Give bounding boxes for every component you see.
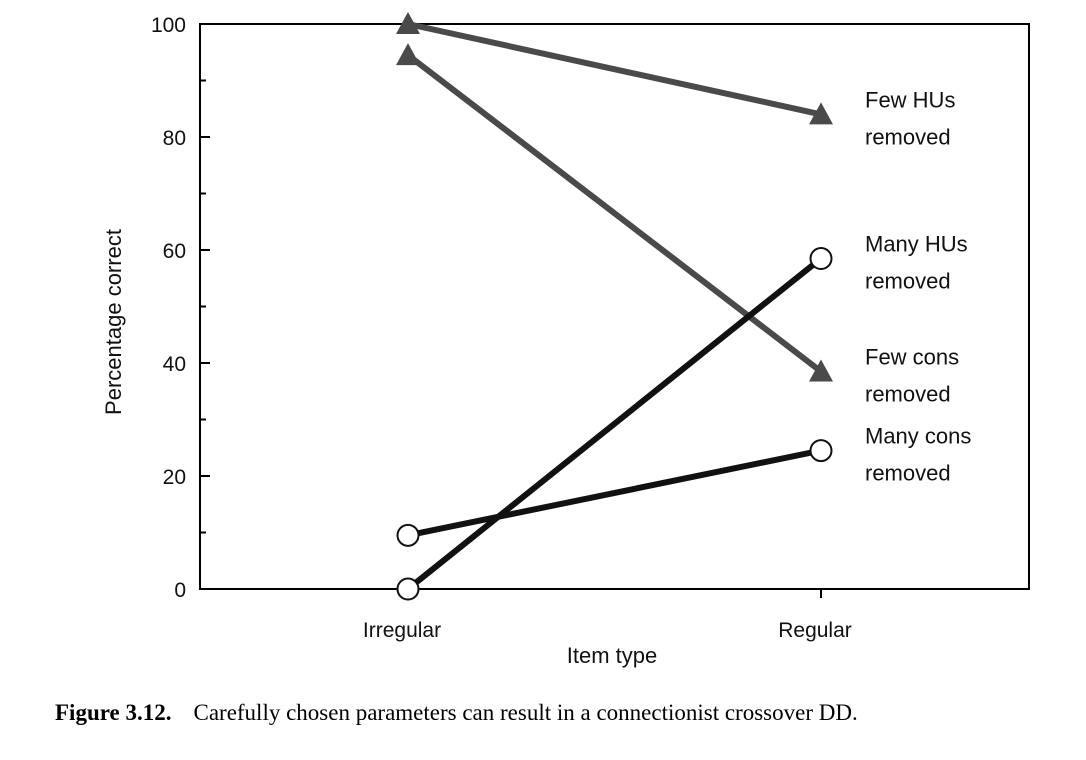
- triangle-marker: [396, 43, 420, 66]
- y-axis: 0 20 40 60 80 100: [151, 14, 210, 602]
- series-label-line: removed: [865, 461, 951, 486]
- circle-marker: [396, 577, 420, 601]
- figure-caption: Figure 3.12. Carefully chosen parameters …: [55, 700, 858, 726]
- series-line: [405, 255, 824, 592]
- y-tick-label: 20: [163, 466, 186, 489]
- y-tick-label: 0: [174, 579, 186, 602]
- y-tick-label: 40: [163, 353, 186, 376]
- series-label-line: removed: [865, 268, 951, 293]
- triangle-marker: [809, 359, 833, 382]
- series-label-line: Many HUs: [865, 231, 968, 256]
- triangle-marker: [809, 102, 833, 125]
- series-label-line: Many cons: [865, 424, 971, 449]
- x-tick-label: Irregular: [363, 619, 441, 642]
- series-label-line: removed: [865, 381, 951, 406]
- caption-number: Figure 3.12.: [55, 700, 172, 725]
- series-lines: [405, 21, 824, 592]
- y-tick-label: 80: [163, 127, 186, 150]
- x-axis: Irregular Regular: [363, 589, 852, 642]
- series-line: [405, 21, 824, 118]
- circle-marker: [396, 523, 420, 547]
- circle-marker: [809, 246, 833, 270]
- y-tick-label: 100: [151, 14, 186, 37]
- x-tick-label: Regular: [778, 619, 852, 642]
- series-line: [405, 52, 824, 375]
- y-tick-label: 60: [163, 240, 186, 263]
- y-axis-title: Percentage correct: [101, 229, 126, 415]
- circle-marker: [809, 439, 833, 463]
- x-axis-title: Item type: [567, 643, 657, 668]
- series-label-line: Few cons: [865, 344, 959, 369]
- series-label-line: removed: [865, 124, 951, 149]
- line-chart: 0 20 40 60 80 100 Irregular Regular Few HUs rem…: [101, 12, 1030, 668]
- caption-text: Carefully chosen parameters can result i…: [193, 700, 858, 725]
- series-label-line: Few HUs: [865, 87, 955, 112]
- series-labels: Few HUs removed Few cons removed Many HUs rem…: [865, 87, 971, 485]
- triangle-marker: [396, 12, 420, 34]
- series-markers: [396, 12, 833, 601]
- series-line: [405, 447, 824, 539]
